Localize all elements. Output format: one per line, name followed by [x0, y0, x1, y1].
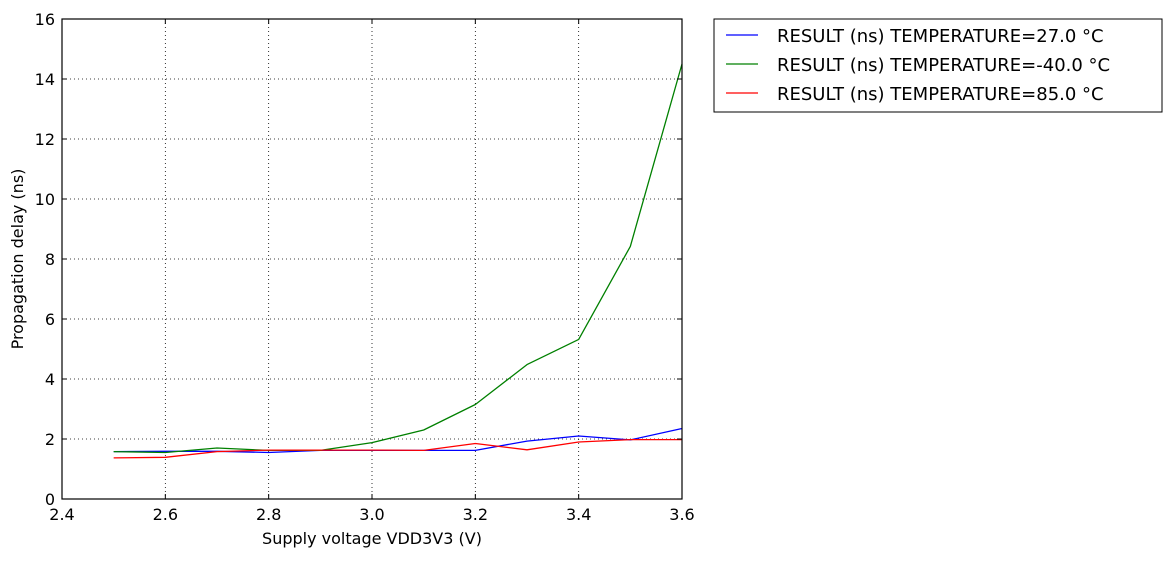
- y-tick-label: 14: [35, 70, 55, 89]
- y-tick-label: 8: [45, 250, 55, 269]
- x-axis-label: Supply voltage VDD3V3 (V): [262, 529, 482, 548]
- series-line-3: [113, 438, 682, 459]
- axis-ticks: 2.4 2.6 2.8 3.0 3.2 3.4 3.6 0 2 4 6 8 10 12 14 16: [35, 10, 695, 524]
- x-tick-label: 2.4: [49, 505, 74, 524]
- y-tick-label: 12: [35, 130, 55, 149]
- x-tick-label: 2.8: [256, 505, 281, 524]
- legend: RESULT (ns) TEMPERATURE=27.0 °C RESULT (n…: [713, 18, 1163, 113]
- x-tick-label: 3.2: [463, 505, 488, 524]
- series-line-2: [113, 63, 683, 454]
- y-tick-label: 2: [45, 430, 55, 449]
- y-axis-label: Propagation delay (ns): [8, 169, 27, 350]
- y-tick-label: 4: [45, 370, 55, 389]
- x-tick-label: 3.0: [359, 505, 384, 524]
- y-tick-label: 10: [35, 190, 55, 209]
- x-tick-label: 2.6: [153, 505, 178, 524]
- legend-box: [713, 18, 1163, 113]
- legend-label-2: RESULT (ns) TEMPERATURE=-40.0 °C: [777, 55, 1110, 76]
- y-tick-label: 0: [45, 490, 55, 509]
- x-tick-label: 3.4: [566, 505, 591, 524]
- series-lines: [113, 63, 683, 459]
- legend-label-1: RESULT (ns) TEMPERATURE=27.0 °C: [777, 26, 1104, 47]
- y-tick-label: 16: [35, 10, 55, 29]
- y-tick-label: 6: [45, 310, 55, 329]
- legend-label-3: RESULT (ns) TEMPERATURE=85.0 °C: [777, 84, 1104, 105]
- x-tick-label: 3.6: [669, 505, 694, 524]
- grid-lines: [62, 19, 682, 499]
